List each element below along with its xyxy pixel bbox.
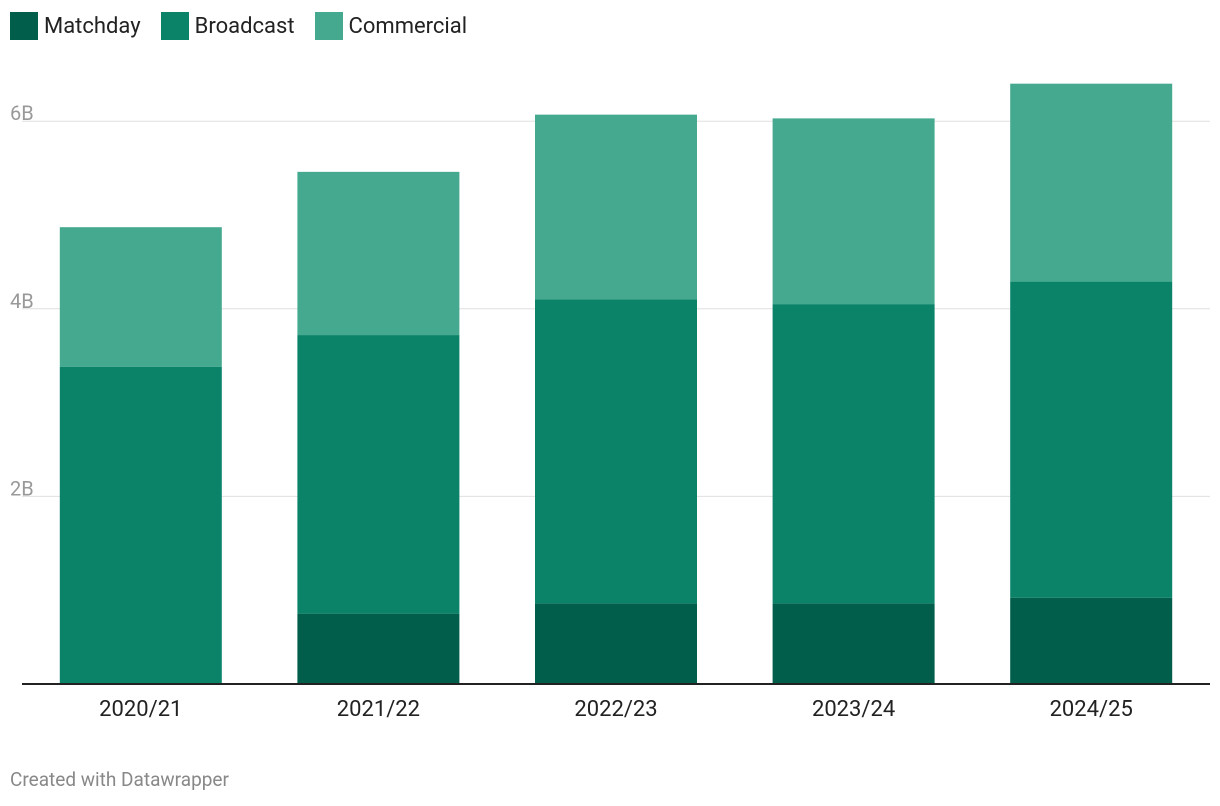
legend-item-commercial: Commercial xyxy=(314,12,468,40)
y-tick-label: 6B xyxy=(10,101,34,125)
bar-broadcast-2022-23 xyxy=(535,299,697,604)
y-tick-label: 2B xyxy=(10,476,34,500)
legend-swatch-matchday xyxy=(10,12,38,40)
legend-label-commercial: Commercial xyxy=(348,13,468,39)
bar-broadcast-2024-25 xyxy=(1010,281,1173,598)
legend-item-broadcast: Broadcast xyxy=(160,12,295,40)
bars xyxy=(59,83,1173,684)
footer-credit: Created with Datawrapper xyxy=(10,768,229,791)
bar-broadcast-2021-22 xyxy=(297,335,460,614)
bar-matchday-2024-25 xyxy=(1010,597,1173,684)
bar-broadcast-2020-21 xyxy=(59,366,222,684)
bar-commercial-2020-21 xyxy=(59,227,222,367)
y-tick-label: 4B xyxy=(10,289,34,313)
bar-matchday-2022-23 xyxy=(535,603,697,684)
x-tick-label: 2021/22 xyxy=(337,697,420,722)
axes: 2020/21 2021/22 2022/23 2023/24 2024/25 xyxy=(22,683,1210,722)
x-tick-label: 2022/23 xyxy=(574,697,657,722)
legend: Matchday Broadcast Commercial xyxy=(10,10,487,42)
legend-label-broadcast: Broadcast xyxy=(194,13,295,39)
x-tick-label: 2023/24 xyxy=(812,697,895,722)
x-tick-label: 2024/25 xyxy=(1050,697,1133,722)
bar-matchday-2023-24 xyxy=(772,603,935,684)
bar-commercial-2021-22 xyxy=(297,171,460,336)
bar-commercial-2023-24 xyxy=(772,118,935,305)
bar-broadcast-2023-24 xyxy=(772,304,935,604)
legend-swatch-commercial xyxy=(314,12,343,40)
bar-matchday-2021-22 xyxy=(297,613,460,684)
legend-swatch-broadcast xyxy=(160,12,189,40)
bar-commercial-2022-23 xyxy=(535,114,697,300)
bar-commercial-2024-25 xyxy=(1010,83,1173,282)
legend-item-matchday: Matchday xyxy=(10,12,141,40)
x-tick-label: 2020/21 xyxy=(99,697,182,722)
legend-label-matchday: Matchday xyxy=(44,13,141,39)
